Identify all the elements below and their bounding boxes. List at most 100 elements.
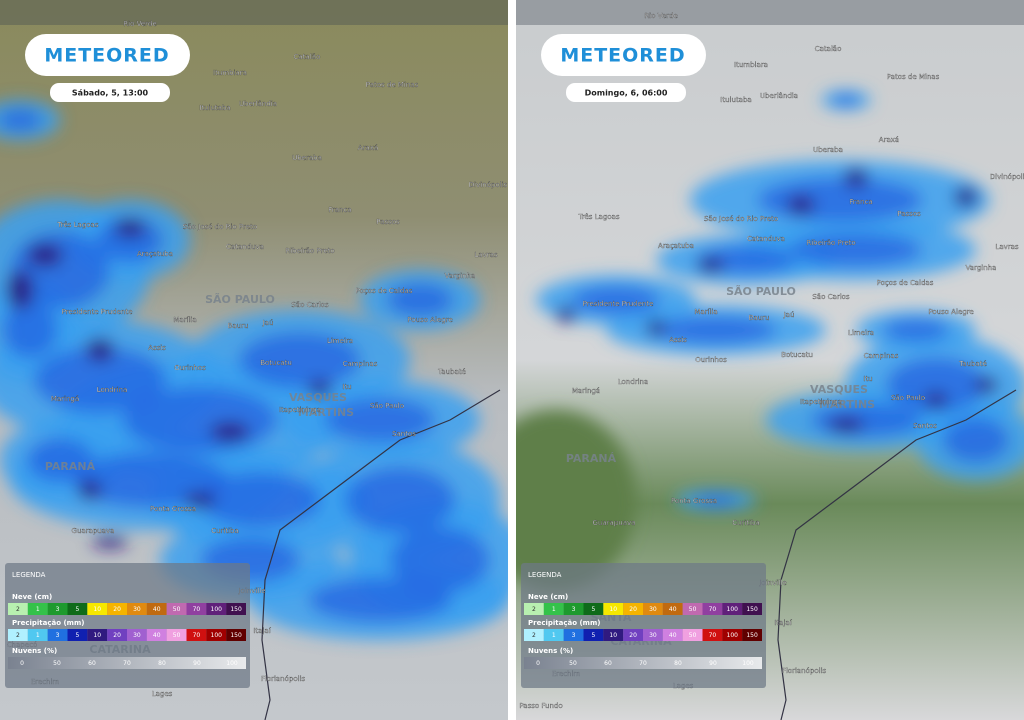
city-label: Varginha bbox=[445, 272, 476, 280]
rain-swatch bbox=[226, 629, 246, 641]
rain-core bbox=[828, 417, 864, 433]
rain-area-medium bbox=[790, 233, 922, 267]
coastline bbox=[777, 389, 1017, 720]
rain-core bbox=[308, 380, 332, 396]
city-label: Itumbiara bbox=[734, 61, 768, 69]
rain-area-medium bbox=[308, 578, 452, 622]
forest-area bbox=[516, 410, 636, 590]
city-label: Guarapuava bbox=[72, 527, 115, 535]
cloud-label: 50 bbox=[53, 660, 61, 667]
rain-swatch bbox=[67, 629, 88, 641]
snow-label: 1 bbox=[552, 606, 556, 613]
rain-label: 20 bbox=[113, 632, 121, 639]
legend-title: LEGENDA bbox=[528, 571, 562, 579]
region-label: MARTINS bbox=[819, 398, 875, 411]
city-label: Araxá bbox=[879, 136, 899, 144]
rain-label: 70 bbox=[709, 632, 717, 639]
snow-swatch bbox=[127, 603, 147, 615]
cloud-label: 70 bbox=[123, 660, 131, 667]
rain-label: 10 bbox=[93, 632, 101, 639]
cloud-bar bbox=[524, 657, 762, 669]
snow-swatch bbox=[742, 603, 762, 615]
city-label: Maringá bbox=[51, 395, 79, 403]
rain-label: 40 bbox=[669, 632, 677, 639]
rain-swatch bbox=[682, 629, 703, 641]
rain-area-medium bbox=[943, 418, 1009, 462]
city-label: Bauru bbox=[228, 322, 249, 330]
rain-core bbox=[6, 270, 34, 310]
rain-core bbox=[86, 338, 114, 362]
rain-label: 70 bbox=[193, 632, 201, 639]
city-label: Maringá bbox=[572, 387, 600, 395]
city-label: Limeira bbox=[327, 337, 353, 345]
rain-swatch bbox=[166, 629, 187, 641]
city-label: Botucatu bbox=[781, 351, 813, 359]
city-label: Ribeirão Preto bbox=[285, 247, 334, 255]
rain-area-medium bbox=[123, 387, 277, 453]
city-label: Botucatu bbox=[260, 359, 292, 367]
region-label: SÃO PAULO bbox=[205, 293, 275, 306]
city-label: Catanduva bbox=[747, 235, 785, 243]
rain-area-medium bbox=[345, 467, 455, 533]
legend-heading: Nuvens (%) bbox=[528, 647, 573, 655]
legend-box bbox=[5, 563, 250, 688]
snow-label: 100 bbox=[211, 606, 223, 613]
snow-label: 10 bbox=[609, 606, 617, 613]
city-label: Ituiutaba bbox=[720, 96, 751, 104]
rain-swatch bbox=[603, 629, 624, 641]
rain-swatch bbox=[186, 629, 207, 641]
city-label: Franca bbox=[849, 198, 872, 206]
city-label: Presidente Prudente bbox=[62, 308, 133, 316]
region-label: PARANÁ bbox=[566, 452, 617, 465]
cloud-label: 90 bbox=[709, 660, 717, 667]
rain-label: 3 bbox=[56, 632, 60, 639]
rain-label: 10 bbox=[609, 632, 617, 639]
rain-label: 50 bbox=[689, 632, 697, 639]
rain-area-medium bbox=[199, 472, 321, 528]
rain-swatch bbox=[127, 629, 147, 641]
rain-swatch bbox=[47, 629, 68, 641]
cloud-label: 60 bbox=[604, 660, 612, 667]
rain-label: 3 bbox=[572, 632, 576, 639]
rain-swatch bbox=[107, 629, 127, 641]
region-label: VASQUES bbox=[810, 383, 868, 396]
cloud-label: 100 bbox=[742, 660, 754, 667]
snow-swatch bbox=[563, 603, 584, 615]
snow-swatch bbox=[67, 603, 88, 615]
city-label: Passo Fundo bbox=[519, 702, 562, 710]
rain-area-medium bbox=[883, 319, 949, 341]
cloud-label: 50 bbox=[569, 660, 577, 667]
snow-label: 20 bbox=[113, 606, 121, 613]
city-label: São José do Rio Preto bbox=[704, 215, 778, 223]
snow-swatch bbox=[722, 603, 743, 615]
city-label: Ourinhos bbox=[695, 356, 727, 364]
rain-swatch bbox=[543, 629, 564, 641]
rain-label: 40 bbox=[153, 632, 161, 639]
cloud-label: 90 bbox=[193, 660, 201, 667]
rain-area-medium bbox=[73, 452, 227, 508]
city-label: Poços de Caldas bbox=[356, 287, 413, 295]
rain-swatch bbox=[583, 629, 604, 641]
city-label: São Paulo bbox=[891, 394, 925, 402]
snow-label: 40 bbox=[153, 606, 161, 613]
rain-label: 1 bbox=[552, 632, 556, 639]
rain-core bbox=[954, 187, 978, 207]
rain-label: 5 bbox=[592, 632, 596, 639]
city-label: Florianópolis bbox=[261, 675, 306, 683]
legend-title: LEGENDA bbox=[12, 571, 46, 579]
rain-swatch bbox=[702, 629, 723, 641]
city-label: Limeira bbox=[848, 329, 874, 337]
snow-label: 70 bbox=[709, 606, 717, 613]
city-label: Marília bbox=[694, 308, 717, 316]
rain-label: 2 bbox=[532, 632, 536, 639]
rain-swatch bbox=[742, 629, 762, 641]
city-label: Joinville bbox=[237, 587, 265, 595]
cloud-label: 100 bbox=[226, 660, 238, 667]
city-label: Rio Verde bbox=[123, 20, 156, 28]
top-strip bbox=[0, 0, 508, 25]
region-label: SÃO PAULO bbox=[726, 285, 796, 298]
rain-core bbox=[844, 168, 868, 188]
snow-label: 1 bbox=[36, 606, 40, 613]
rain-label: 1 bbox=[36, 632, 40, 639]
cloud-label: 60 bbox=[88, 660, 96, 667]
